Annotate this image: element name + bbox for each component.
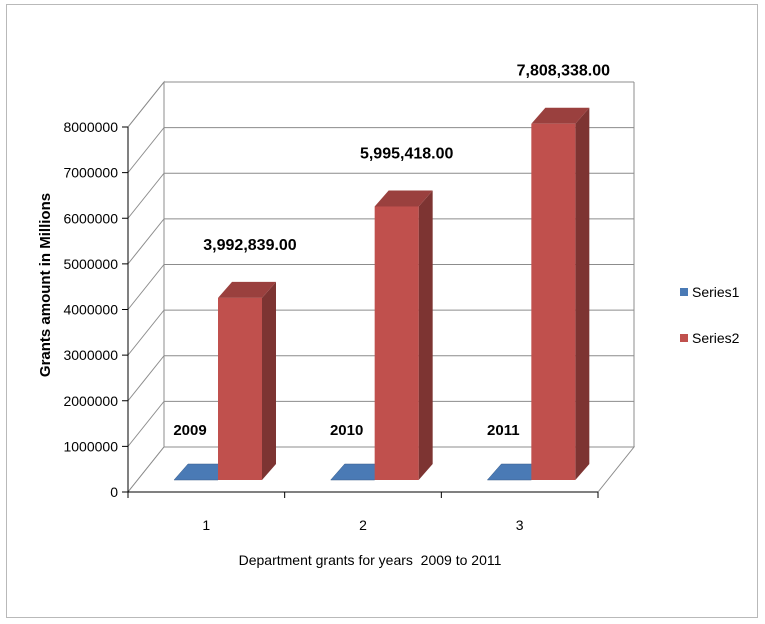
y-axis: 0 1000000 2000000 3000000 4000000 5000000 6000…: [63, 119, 129, 500]
x-tick-label: 1: [202, 517, 210, 533]
data-label-series2: 5,995,418.00: [360, 145, 454, 162]
y-tick-label: 4000000: [63, 302, 118, 318]
y-tick-label: 8000000: [63, 119, 118, 135]
x-axis-title: Department grants for years 2009 to 2011: [239, 552, 502, 568]
data-label-series1: 2009: [173, 422, 206, 439]
y-tick-label: 6000000: [63, 210, 118, 226]
data-label-series2: 3,992,839.00: [203, 237, 297, 254]
gridline-side: [127, 81, 165, 128]
y-tick-label: 0: [110, 484, 118, 500]
legend-swatch: [680, 288, 688, 296]
legend-label: Series1: [692, 284, 740, 300]
x-tick-label: 3: [516, 517, 524, 533]
bar-series2-top: [531, 107, 590, 124]
x-axis: 1 2 3: [127, 491, 599, 533]
x-tick-label: 2: [359, 517, 367, 533]
y-tick-label: 5000000: [63, 256, 118, 272]
y-tick-label: 2000000: [63, 393, 118, 409]
bars: [173, 107, 590, 481]
y-axis-title: Grants amount in Millions: [37, 193, 54, 377]
bar-series2-top: [374, 190, 433, 207]
data-label-series1: 2010: [330, 422, 363, 439]
data-label-series2: 7,808,338.00: [517, 63, 611, 80]
bar-series2-side: [262, 281, 276, 480]
data-label-series1: 2011: [487, 422, 520, 439]
legend: Series1 Series2: [680, 284, 740, 346]
bar-series2: [531, 123, 576, 481]
bar-series2: [218, 297, 262, 480]
gridline-side: [127, 218, 165, 265]
data-labels: 3,992,839.00 2009 5,995,418.00 2010 7,808,33…: [173, 63, 610, 439]
bar-series2-top: [218, 281, 276, 298]
bar-series2-side: [418, 190, 433, 481]
gridline-side: [127, 127, 165, 173]
gridline-side: [127, 172, 165, 219]
legend-swatch: [680, 334, 688, 342]
y-tick-label: 1000000: [63, 438, 118, 454]
y-tick-label: 7000000: [63, 165, 118, 181]
gridline-side: [127, 264, 165, 310]
legend-label: Series2: [692, 330, 740, 346]
gridline-side: [127, 401, 165, 447]
gridline-side: [127, 355, 165, 402]
y-tick-label: 3000000: [63, 347, 118, 363]
gridline-side: [127, 309, 165, 356]
bar-series2-side: [575, 107, 590, 481]
bar-series2: [374, 206, 419, 481]
